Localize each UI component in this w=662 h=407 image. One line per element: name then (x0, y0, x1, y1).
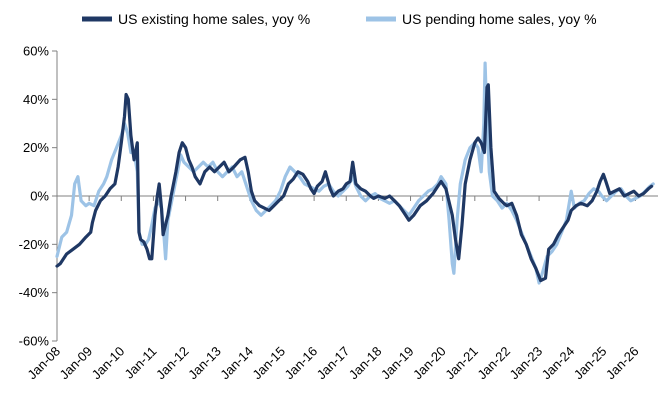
x-tick-label: Jan-24 (539, 344, 578, 383)
x-tick-label: Jan-21 (442, 344, 481, 383)
x-tick-label: Jan-23 (506, 344, 545, 383)
x-tick-label: Jan-11 (121, 344, 159, 382)
x-tick-label: Jan-26 (603, 344, 642, 383)
x-tick-label: Jan-25 (571, 344, 610, 383)
x-tick-label: Jan-10 (89, 344, 128, 383)
x-tick-label: Jan-17 (314, 344, 353, 383)
x-tick-label: Jan-22 (474, 344, 513, 383)
axes: 60%40%20%0%-20%-40%-60%Jan-08Jan-09Jan-1… (19, 44, 658, 383)
series-line-existing-home-sales (55, 83, 654, 283)
y-tick-label: -40% (19, 285, 50, 300)
legend: US existing home sales, yoy % US pending… (82, 11, 597, 27)
y-tick-label: -20% (19, 237, 50, 252)
x-tick-label: Jan-08 (24, 344, 63, 383)
x-tick-label: Jan-15 (249, 344, 288, 383)
y-tick-label: 40% (23, 92, 49, 107)
x-tick-label: Jan-13 (185, 344, 224, 383)
x-tick-label: Jan-09 (57, 344, 96, 383)
x-tick-label: Jan-18 (346, 344, 385, 383)
x-tick-label: Jan-16 (282, 344, 321, 383)
y-tick-label: 60% (23, 44, 49, 59)
plot-area (55, 61, 655, 285)
y-tick-label: -60% (19, 334, 50, 349)
y-tick-label: 20% (23, 140, 49, 155)
x-tick-label: Jan-12 (153, 344, 192, 383)
series-line-pending-home-sales (55, 61, 655, 285)
legend-label-pending: US pending home sales, yoy % (402, 11, 597, 27)
legend-label-existing: US existing home sales, yoy % (118, 11, 310, 27)
x-tick-label: Jan-20 (410, 344, 449, 383)
x-tick-label: Jan-14 (217, 344, 256, 383)
y-tick-label: 0% (30, 189, 49, 204)
x-tick-label: Jan-19 (378, 344, 417, 383)
